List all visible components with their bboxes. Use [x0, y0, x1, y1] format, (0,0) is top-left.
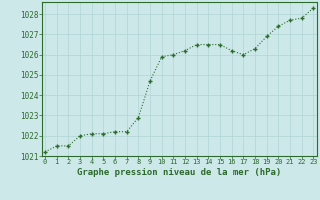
X-axis label: Graphe pression niveau de la mer (hPa): Graphe pression niveau de la mer (hPa): [77, 168, 281, 177]
